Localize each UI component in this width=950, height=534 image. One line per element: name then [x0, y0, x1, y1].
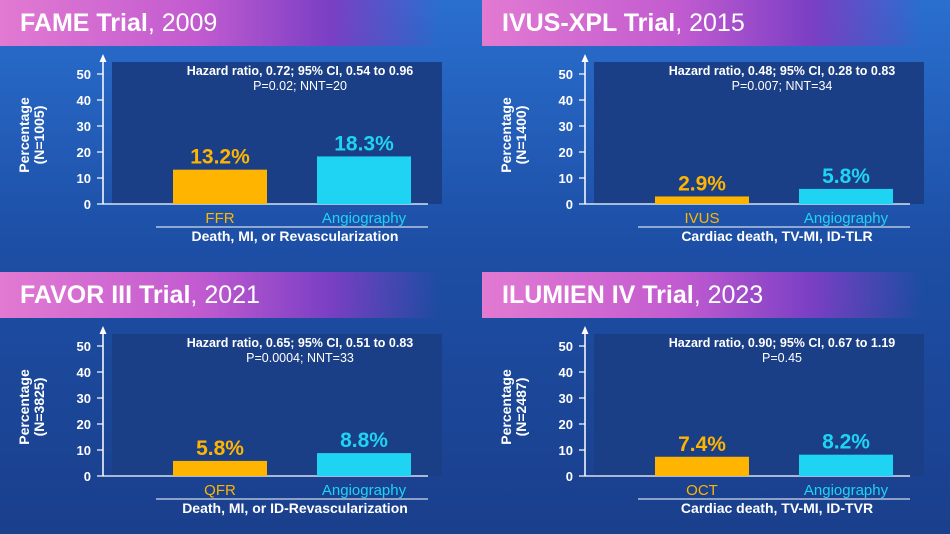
y-tick-label: 20	[559, 145, 573, 160]
bar-value-label: 5.8%	[196, 437, 244, 460]
stat-summary: Hazard ratio, 0.72; 95% CI, 0.54 to 0.96…	[150, 64, 450, 94]
y-tick-label: 20	[559, 417, 573, 432]
y-tick-label: 30	[559, 391, 573, 406]
y-tick-label: 20	[77, 145, 91, 160]
p-value-text: P=0.007; NNT=34	[731, 79, 833, 93]
y-tick-label: 10	[559, 443, 573, 458]
bar-angiography	[317, 453, 411, 476]
p-value-text: P=0.0004; NNT=33	[246, 351, 354, 365]
endpoint-label: Cardiac death, TV-MI, ID-TVR	[680, 500, 874, 516]
trial-name: FAME Trial	[20, 8, 148, 37]
trial-year: , 2021	[190, 280, 260, 309]
y-tick-label: 50	[77, 339, 91, 354]
bar-value-label: 8.2%	[822, 431, 870, 454]
bar-angiography	[799, 454, 893, 476]
bar-value-label: 8.8%	[340, 429, 388, 452]
bar-value-label: 18.3%	[334, 132, 394, 155]
y-tick-label: 40	[559, 365, 573, 380]
y-tick-label: 0	[566, 197, 573, 212]
panel-title: IVUS-XPL Trial, 2015	[482, 0, 922, 46]
category-label: FFR	[205, 210, 234, 227]
hazard-ratio-text: Hazard ratio, 0.65; 95% CI, 0.51 to 0.83	[186, 336, 414, 350]
chart-panel-ilumien-iv: ILUMIEN IV Trial, 2023 Hazard ratio, 0.9…	[482, 272, 942, 534]
bar-chart: 0 10 20 30 40 50 7.4% OCT 8.2% Angiography	[559, 326, 910, 500]
y-tick-label: 30	[77, 119, 91, 134]
y-tick-label: 30	[559, 119, 573, 134]
y-tick-label: 20	[77, 417, 91, 432]
trial-year: , 2009	[147, 8, 218, 37]
plot-area	[594, 62, 924, 204]
category-label: Angiography	[804, 482, 889, 499]
category-label: IVUS	[684, 210, 719, 227]
panel-title: FAME Trial, 2009	[0, 0, 440, 46]
category-label: OCT	[686, 482, 718, 499]
trial-year: , 2015	[675, 8, 745, 37]
endpoint-label: Death, MI, or ID-Revascularization	[182, 500, 408, 516]
y-tick-label: 40	[77, 93, 91, 108]
bar-chart: 0 10 20 30 40 50 5.8% QFR 8.8% Angiography	[77, 326, 428, 500]
bar-ivus	[655, 196, 749, 204]
category-label: Angiography	[804, 210, 889, 227]
category-label: Angiography	[322, 482, 407, 499]
bar-value-label: 5.8%	[822, 165, 870, 188]
bar-chart: 0 10 20 30 40 50 13.2% FFR 18.3% Angiography	[77, 54, 428, 228]
category-label: Angiography	[322, 210, 407, 227]
chart-panel-fame: FAME Trial, 2009 Hazard ratio, 0.72; 95%…	[0, 0, 460, 262]
y-tick-label: 30	[77, 391, 91, 406]
y-tick-label: 50	[559, 339, 573, 354]
endpoint-label: Death, MI, or Revascularization	[191, 228, 399, 244]
stat-summary: Hazard ratio, 0.48; 95% CI, 0.28 to 0.83…	[632, 64, 932, 94]
plot-area	[594, 334, 924, 476]
panel-title: ILUMIEN IV Trial, 2023	[482, 272, 922, 318]
y-tick-label: 40	[559, 93, 573, 108]
y-tick-label: 40	[77, 365, 91, 380]
bar-oct	[655, 456, 749, 476]
y-tick-label: 0	[84, 197, 91, 212]
bar-value-label: 2.9%	[678, 172, 726, 195]
y-tick-label: 10	[77, 171, 91, 186]
bar-angiography	[799, 188, 893, 204]
p-value-text: P=0.02; NNT=20	[253, 79, 347, 93]
hazard-ratio-text: Hazard ratio, 0.48; 95% CI, 0.28 to 0.83	[668, 64, 896, 78]
bar-value-label: 7.4%	[678, 433, 726, 456]
y-tick-label: 10	[559, 171, 573, 186]
y-axis-arrow	[581, 54, 589, 62]
bar-value-label: 13.2%	[190, 146, 250, 169]
chart-panel-favor-iii: FAVOR III Trial, 2021 Hazard ratio, 0.65…	[0, 272, 460, 534]
y-tick-label: 50	[559, 67, 573, 82]
plot-area	[112, 334, 442, 476]
stat-summary: Hazard ratio, 0.90; 95% CI, 0.67 to 1.19…	[632, 336, 932, 366]
y-tick-label: 0	[84, 469, 91, 484]
category-label: QFR	[204, 482, 236, 499]
chart-panel-ivus-xpl: IVUS-XPL Trial, 2015 Hazard ratio, 0.48;…	[482, 0, 942, 262]
stat-summary: Hazard ratio, 0.65; 95% CI, 0.51 to 0.83…	[150, 336, 450, 366]
hazard-ratio-text: Hazard ratio, 0.72; 95% CI, 0.54 to 0.96	[186, 64, 414, 78]
y-tick-label: 0	[566, 469, 573, 484]
y-tick-label: 10	[77, 443, 91, 458]
endpoint-label: Cardiac death, TV-MI, ID-TLR	[681, 228, 873, 244]
y-axis-arrow	[99, 326, 107, 334]
trial-name: ILUMIEN IV Trial	[502, 280, 694, 309]
y-axis-arrow	[581, 326, 589, 334]
bar-ffr	[173, 169, 267, 204]
y-tick-label: 50	[77, 67, 91, 82]
bar-qfr	[173, 460, 267, 476]
trial-name: FAVOR III Trial	[20, 280, 191, 309]
trial-name: IVUS-XPL Trial	[502, 8, 676, 37]
bar-angiography	[317, 156, 411, 204]
hazard-ratio-text: Hazard ratio, 0.90; 95% CI, 0.67 to 1.19	[668, 336, 896, 350]
bar-chart: 0 10 20 30 40 50 2.9% IVUS 5.8% Angiography	[559, 54, 910, 228]
y-axis-arrow	[99, 54, 107, 62]
trial-year: , 2023	[693, 280, 764, 309]
p-value-text: P=0.45	[762, 351, 802, 365]
panel-title: FAVOR III Trial, 2021	[0, 272, 440, 318]
